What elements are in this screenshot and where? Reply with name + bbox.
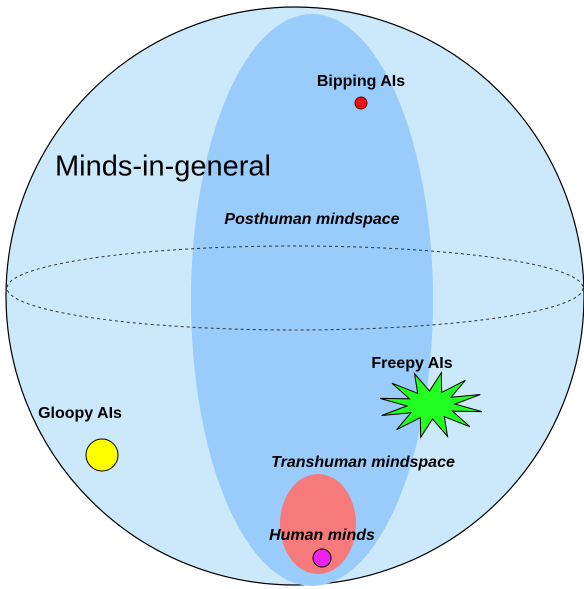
label: Gloopy AIs bbox=[38, 405, 122, 422]
posthuman-region bbox=[191, 14, 433, 586]
title: Minds-in-general bbox=[55, 151, 271, 183]
label: Posthuman mindspace bbox=[224, 211, 399, 228]
label: Bipping AIs bbox=[317, 73, 405, 90]
label: Transhuman mindspace bbox=[271, 454, 455, 471]
equator bbox=[6, 245, 584, 331]
bipping-dot bbox=[354, 96, 368, 110]
transhuman-region bbox=[280, 474, 356, 574]
human-dot bbox=[312, 548, 332, 568]
gloopy-dot bbox=[85, 438, 119, 472]
label: Human minds bbox=[269, 527, 375, 544]
label: Freepy AIs bbox=[371, 355, 452, 372]
freepy-star bbox=[379, 371, 483, 439]
